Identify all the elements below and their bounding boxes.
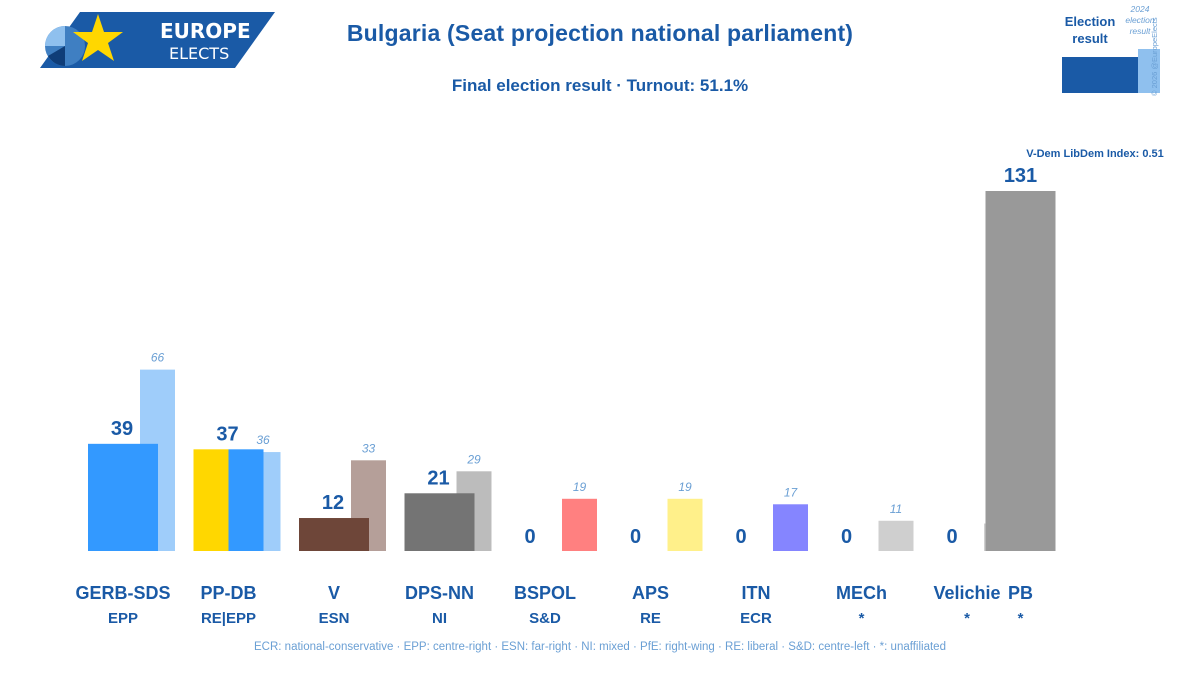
current-value-pb: 131 bbox=[1004, 165, 1037, 187]
current-value-bspol: 0 bbox=[524, 526, 535, 548]
prev-value-v: 33 bbox=[362, 441, 376, 455]
group-label-bspol: S&D bbox=[529, 610, 561, 627]
party-label-aps: APS bbox=[632, 583, 669, 603]
party-label-gerb-sds: GERB-SDS bbox=[75, 583, 170, 603]
party-label-pp-db: PP-DB bbox=[200, 583, 256, 603]
legend-previous-line1: 2024 bbox=[1130, 4, 1150, 14]
current-value-dps-nn: 21 bbox=[427, 467, 449, 489]
bar-prev-bspol bbox=[562, 498, 597, 551]
bar-prev-mech bbox=[878, 520, 914, 551]
group-label-gerb-sds: EPP bbox=[108, 610, 138, 627]
logo-text-europe: EUROPE bbox=[160, 19, 251, 43]
current-value-v: 12 bbox=[322, 492, 344, 514]
chart-subtitle: Final election result · Turnout: 51.1% bbox=[451, 76, 749, 95]
group-label-pp-db: RE|EPP bbox=[201, 610, 256, 627]
legend-current-swatch bbox=[1062, 57, 1138, 93]
legend-current-line1: Election bbox=[1064, 14, 1116, 29]
bar-current-pp-db-2 bbox=[228, 449, 264, 551]
prev-value-bspol: 19 bbox=[573, 480, 587, 494]
copyright-note: © 2026 @EuropeElects bbox=[1150, 17, 1159, 96]
legend-previous-line3: result bbox=[1129, 26, 1151, 36]
copyright-text: © 2026 @EuropeElects bbox=[1150, 17, 1159, 96]
group-label-dps-nn: NI bbox=[432, 610, 447, 627]
party-label-pb: PB bbox=[1008, 583, 1033, 603]
party-label-velichie: Velichie bbox=[933, 583, 1000, 603]
prev-value-dps-nn: 29 bbox=[466, 452, 481, 466]
group-footnote: ECR: national-conservative · EPP: centre… bbox=[254, 641, 946, 653]
current-value-itn: 0 bbox=[735, 526, 746, 548]
legend-previous-line2: election bbox=[1125, 15, 1155, 25]
chart-legend: Election result 2024 election result bbox=[1058, 0, 1178, 100]
group-label-pb: * bbox=[1018, 610, 1024, 627]
group-label-mech: * bbox=[859, 610, 865, 627]
group-label-aps: RE bbox=[640, 610, 661, 627]
party-label-mech: MECh bbox=[836, 583, 887, 603]
current-value-mech: 0 bbox=[841, 526, 852, 548]
bar-current-dps-nn bbox=[404, 493, 475, 551]
bar-prev-aps bbox=[667, 498, 703, 551]
vdem-note: V-Dem LibDem Index: 0.51 bbox=[1026, 148, 1164, 160]
prev-value-aps: 19 bbox=[678, 480, 692, 494]
current-value-aps: 0 bbox=[630, 526, 641, 548]
group-label-v: ESN bbox=[319, 610, 350, 627]
legend-previous-swatch bbox=[1138, 49, 1160, 93]
bar-current-v bbox=[299, 518, 369, 551]
party-label-bspol: BSPOL bbox=[514, 583, 576, 603]
logo-text-elects: ELECTS bbox=[169, 44, 229, 63]
group-label-itn: ECR bbox=[740, 610, 772, 627]
current-value-gerb-sds: 39 bbox=[111, 418, 133, 440]
party-label-itn: ITN bbox=[742, 583, 771, 603]
bar-current-pb bbox=[985, 191, 1056, 551]
prev-value-gerb-sds: 66 bbox=[151, 351, 165, 365]
prev-value-mech: 11 bbox=[890, 502, 902, 516]
legend-current-line2: result bbox=[1072, 31, 1108, 46]
bar-current-gerb-sds bbox=[88, 443, 158, 551]
current-value-pp-db: 37 bbox=[216, 423, 238, 445]
prev-value-pp-db: 36 bbox=[256, 433, 270, 447]
legend-previous-label: 2024 election result bbox=[1120, 4, 1160, 37]
group-label-velichie: * bbox=[964, 610, 970, 627]
chart-title: Bulgaria (Seat projection national parli… bbox=[346, 20, 854, 46]
europe-elects-logo: EUROPE ELECTS bbox=[40, 12, 275, 68]
party-label-v: V bbox=[328, 583, 340, 603]
prev-value-itn: 17 bbox=[784, 485, 799, 499]
bar-current-pp-db-1 bbox=[193, 449, 229, 551]
current-value-velichie: 0 bbox=[946, 526, 957, 548]
bar-prev-itn bbox=[773, 504, 808, 551]
party-label-dps-nn: DPS-NN bbox=[405, 583, 474, 603]
legend-current-label: Election result bbox=[1062, 13, 1118, 47]
